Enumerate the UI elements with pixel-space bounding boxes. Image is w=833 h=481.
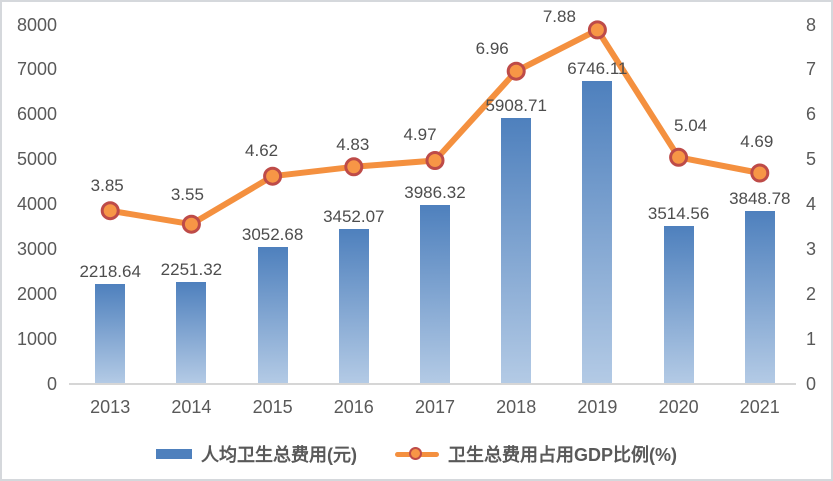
y-axis-left-tick-label: 1000 bbox=[16, 328, 57, 349]
x-axis-category-label: 2021 bbox=[739, 397, 780, 417]
bar bbox=[338, 228, 369, 384]
legend-item-line-series: 卫生总费用占用GDP比例(%) bbox=[395, 441, 677, 467]
line-value-label: 3.85 bbox=[90, 175, 124, 195]
y-axis-right-tick-label: 2 bbox=[806, 283, 817, 304]
line-value-label: 4.69 bbox=[740, 132, 774, 152]
x-axis-category-label: 2015 bbox=[252, 397, 293, 417]
y-axis-right-tick-label: 3 bbox=[806, 238, 817, 259]
y-axis-right-tick-label: 0 bbox=[806, 373, 817, 394]
bar bbox=[501, 118, 532, 384]
line-data-point-marker bbox=[100, 201, 120, 221]
line-data-point-marker bbox=[181, 214, 201, 234]
line-value-label: 4.97 bbox=[403, 125, 437, 145]
legend-label-bar-series: 人均卫生总费用(元) bbox=[201, 445, 357, 465]
line-value-label: 5.04 bbox=[674, 116, 708, 136]
y-axis-right-tick-label: 1 bbox=[806, 328, 817, 349]
y-axis-left-tick-label: 3000 bbox=[16, 238, 57, 259]
y-axis-left-tick-label: 0 bbox=[46, 373, 57, 394]
line-data-point-marker bbox=[263, 166, 283, 186]
y-axis-left-tick-label: 2000 bbox=[16, 283, 57, 304]
line-data-point-marker bbox=[425, 151, 445, 170]
line-data-point-marker bbox=[669, 147, 689, 167]
y-axis-left-tick-label: 5000 bbox=[16, 149, 57, 170]
legend: 人均卫生总费用(元) 卫生总费用占用GDP比例(%) bbox=[2, 441, 831, 467]
y-axis-right-tick-label: 6 bbox=[806, 104, 817, 125]
line-data-point-marker bbox=[344, 157, 364, 177]
x-axis-category-label: 2013 bbox=[90, 397, 131, 417]
bar bbox=[663, 225, 694, 384]
line-data-point-marker bbox=[750, 163, 770, 183]
line-value-label: 3.55 bbox=[170, 185, 204, 205]
bar bbox=[582, 80, 613, 384]
bar-value-label: 3848.78 bbox=[729, 188, 791, 208]
bar-value-label: 6746.11 bbox=[567, 58, 628, 78]
y-axis-right-tick-label: 5 bbox=[806, 149, 817, 170]
bar-value-label: 2218.64 bbox=[79, 261, 141, 281]
line-marker-icon bbox=[409, 447, 422, 460]
y-axis-right-tick-label: 7 bbox=[806, 59, 817, 80]
line-series-swatch-icon bbox=[395, 446, 439, 462]
legend-label-line-series: 卫生总费用占用GDP比例(%) bbox=[448, 445, 677, 465]
line-data-point-marker bbox=[506, 61, 526, 81]
x-axis-category-label: 2014 bbox=[171, 397, 212, 417]
y-axis-left-tick-label: 7000 bbox=[16, 59, 57, 80]
x-axis-category-label: 2019 bbox=[577, 397, 618, 417]
bar bbox=[744, 210, 775, 384]
line-value-label: 7.88 bbox=[542, 6, 576, 26]
bar-value-label: 3052.68 bbox=[241, 224, 304, 244]
line-value-label: 4.83 bbox=[336, 134, 370, 154]
bar bbox=[420, 204, 450, 384]
x-axis-line bbox=[69, 382, 796, 385]
line-data-point-marker bbox=[587, 20, 607, 40]
bar-value-label: 5908.71 bbox=[485, 96, 547, 116]
line-value-label: 4.62 bbox=[245, 141, 279, 161]
x-axis-category-label: 2018 bbox=[496, 397, 537, 417]
y-axis-left-tick-label: 8000 bbox=[16, 14, 57, 35]
bar-value-label: 3452.07 bbox=[323, 206, 385, 226]
bar bbox=[176, 282, 207, 384]
x-axis-category-label: 2017 bbox=[414, 397, 456, 417]
legend-item-bar-series: 人均卫生总费用(元) bbox=[156, 441, 357, 467]
bar-series-swatch-icon bbox=[156, 449, 192, 459]
y-axis-left-tick-label: 4000 bbox=[16, 194, 57, 214]
x-axis-category-label: 2016 bbox=[333, 397, 374, 417]
y-axis-right-tick-label: 8 bbox=[806, 14, 817, 35]
bar bbox=[257, 246, 288, 384]
x-axis-category-label: 2020 bbox=[658, 397, 699, 417]
y-axis-left-tick-label: 6000 bbox=[16, 104, 57, 125]
bar-value-label: 3514.56 bbox=[647, 203, 710, 223]
line-value-label: 6.96 bbox=[475, 39, 509, 59]
y-axis-right-tick-label: 4 bbox=[806, 194, 817, 214]
bar-value-label: 3986.32 bbox=[404, 182, 466, 202]
bar-value-label: 2251.32 bbox=[160, 260, 223, 280]
bar bbox=[95, 283, 126, 384]
